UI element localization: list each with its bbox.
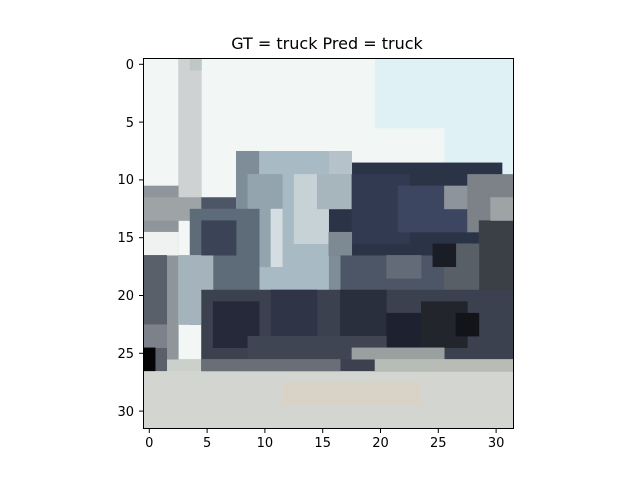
image-pixel-block [444,93,514,175]
y-tick-label: 20 [117,289,134,304]
image-pixel-block [143,231,179,256]
image-pixel-block [201,359,341,372]
y-axis: 0 5 10 15 20 25 30 [117,58,144,420]
image-pixel-block [201,220,237,256]
x-tick-label: 5 [203,436,211,451]
image-pixel-block [340,289,387,337]
x-tick-label: 20 [372,436,389,451]
image-pixel-block [386,312,422,348]
figure-title: GT = truck Pred = truck [231,34,423,53]
x-tick-label: 0 [145,436,153,451]
image-pixel-block [351,347,445,360]
image-pixel-block [455,312,480,337]
y-tick-label: 30 [117,405,134,420]
x-tick-label: 10 [257,436,274,451]
x-tick-label: 30 [488,436,505,451]
image-pixel-block [432,243,457,268]
y-tick-label: 0 [126,58,134,73]
x-axis: 0 5 10 15 20 25 30 [145,428,505,451]
image-pixel-block [143,197,202,221]
y-tick-label: 25 [117,347,134,362]
x-tick-label: 15 [314,436,331,451]
y-tick-label: 10 [117,173,134,188]
y-tick-label: 15 [117,231,134,246]
image-pixel-block [143,347,156,372]
image-pixel-block [374,359,514,372]
truck-image [143,58,514,429]
image-pixel-block [316,174,353,210]
image-pixel-block [328,231,353,256]
image-pixel-block [386,255,422,279]
image-pixel-block [270,208,283,268]
image-pixel-block [490,197,514,221]
image-pixel-block [189,58,202,71]
image-pixel-block [282,382,422,406]
x-tick-label: 25 [430,436,447,451]
image-pixel-block [178,58,202,221]
plot-frame [143,58,514,429]
y-tick-label: 5 [126,116,134,131]
image-pixel-block [143,324,168,348]
